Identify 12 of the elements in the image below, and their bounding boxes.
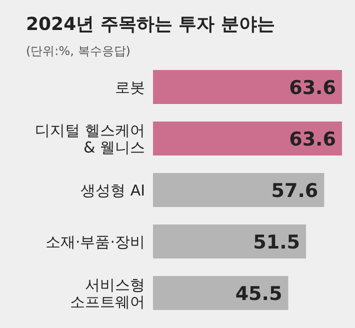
category-label: 로봇 bbox=[115, 78, 145, 96]
title: 2024년 주목하는 투자 분야는 bbox=[26, 14, 275, 35]
category-label: 디지털 헬스케어 & 웰니스 bbox=[35, 122, 145, 156]
subtitle: (단위:%, 복수응답) bbox=[26, 44, 130, 58]
category-label: 서비스형 소프트웨어 bbox=[70, 276, 145, 311]
category-label: 소재·부품·장비 bbox=[45, 233, 145, 251]
data-label: 63.6 bbox=[289, 128, 336, 150]
data-label: 63.6 bbox=[289, 77, 336, 99]
data-label: 57.6 bbox=[271, 180, 318, 202]
data-label: 45.5 bbox=[235, 283, 282, 305]
data-label: 51.5 bbox=[253, 232, 300, 254]
category-label: 생성형 AI bbox=[80, 182, 145, 200]
